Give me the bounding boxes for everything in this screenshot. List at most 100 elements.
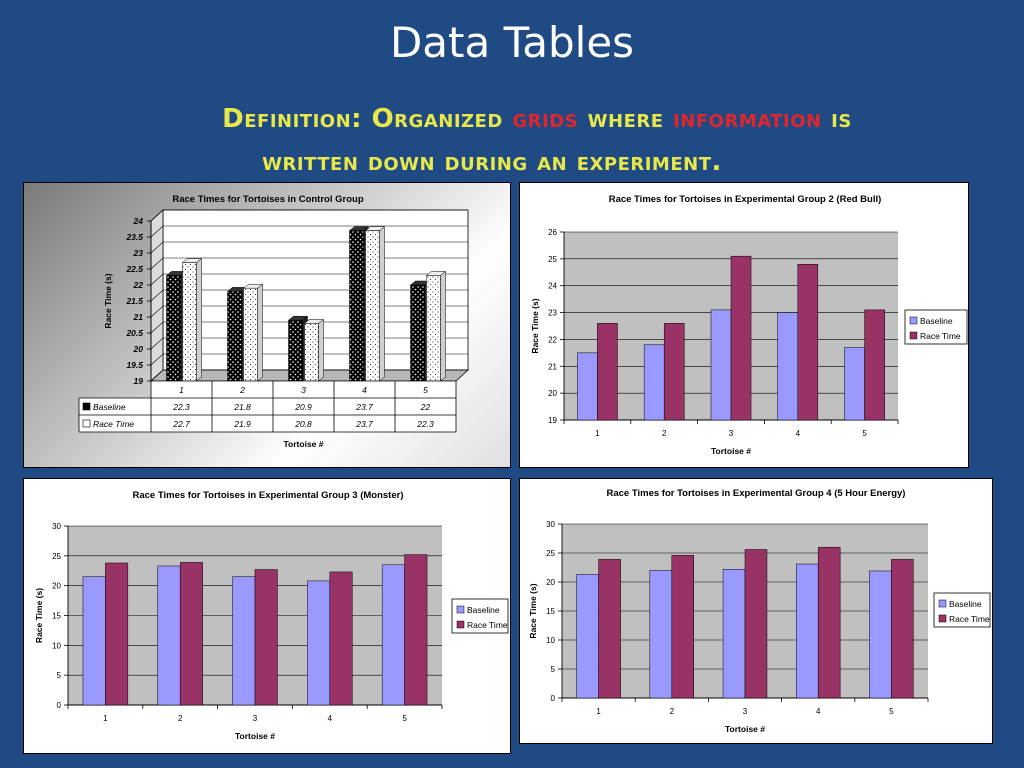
- race-time-bar: [254, 569, 278, 706]
- baseline-bar: [232, 576, 256, 706]
- baseline-bar: [722, 568, 746, 699]
- race-time-bar: [671, 555, 695, 699]
- race-time-bar: [598, 559, 621, 699]
- x-tick-label: 3: [729, 429, 734, 438]
- data-label: 21.9: [233, 419, 251, 429]
- data-label: 20.9: [294, 402, 312, 412]
- legend-entry: Race Time: [920, 331, 961, 341]
- y-tick-label: 20.5: [125, 328, 143, 338]
- race-time-bar: [864, 309, 885, 421]
- race-time-bar-side: [257, 283, 263, 382]
- chart-title: Race Times for Tortoises in Experimental…: [609, 194, 882, 205]
- x-tick-label: 1: [596, 707, 601, 716]
- legend-entry: Baseline: [467, 605, 500, 615]
- y-tick-label: 21.5: [125, 296, 143, 306]
- red-bull-chart: Race Times for Tortoises in Experimental…: [519, 182, 969, 468]
- baseline-bar: [643, 344, 665, 421]
- race-time-bar: [663, 323, 685, 421]
- x-axis-label: Tortoise #: [725, 724, 765, 734]
- y-tick-label: 26: [548, 228, 557, 237]
- y-tick-label: 30: [546, 520, 555, 529]
- legend-entry: Race Time: [93, 419, 134, 429]
- x-tick-label: 2: [239, 385, 245, 395]
- y-tick-label: 5: [551, 665, 556, 674]
- baseline-bar: [577, 352, 598, 421]
- baseline-bar: [166, 275, 181, 382]
- legend-swatch: [938, 614, 947, 623]
- definition-highlight-grids: grids: [512, 104, 579, 134]
- data-label: 21.8: [233, 402, 251, 412]
- gridline: [150, 225, 468, 238]
- x-axis-label: Tortoise #: [235, 731, 275, 741]
- x-tick-label: 2: [178, 714, 183, 723]
- legend-entry: Baseline: [949, 599, 982, 609]
- race-time-bar: [105, 562, 129, 706]
- definition-line-2: written down during an experiment.: [262, 147, 722, 177]
- control-group-chart-svg: Race Times for Tortoises in Control Grou…: [78, 194, 470, 449]
- race-time-bar-side: [379, 226, 385, 382]
- x-tick-label: 5: [402, 714, 407, 723]
- race-time-bar: [730, 255, 752, 421]
- control-group-chart: Race Times for Tortoises in Control Grou…: [23, 182, 511, 468]
- y-tick-label: 20: [546, 578, 555, 587]
- race-time-bar: [182, 262, 197, 382]
- data-label: 22.7: [172, 419, 190, 429]
- y-tick-label: 15: [546, 607, 555, 616]
- chart-title: Race Times for Tortoises in Experimental…: [607, 488, 906, 499]
- monster-chart: Race Times for Tortoises in Experimental…: [23, 478, 511, 754]
- chart-title: Race Times for Tortoises in Control Grou…: [172, 194, 363, 205]
- race-time-bar: [797, 263, 819, 421]
- race-time-bar: [426, 275, 441, 382]
- definition-text-1: Definition: Organized: [222, 104, 513, 134]
- data-label: 20.8: [294, 419, 312, 429]
- race-time-bar: [817, 546, 841, 699]
- x-tick-label: 2: [662, 429, 667, 438]
- chart-title: Race Times for Tortoises in Experimental…: [133, 490, 404, 501]
- y-tick-label: 23: [548, 309, 557, 318]
- data-label: 23.7: [355, 402, 373, 412]
- x-tick-label: 3: [743, 707, 748, 716]
- baseline-bar: [381, 564, 405, 706]
- legend-swatch: [938, 599, 947, 608]
- y-tick-label: 5: [57, 671, 62, 680]
- baseline-bar: [307, 580, 331, 706]
- y-axis-label: Race Time (s): [34, 588, 44, 643]
- red-bull-chart-svg: Race Times for Tortoises in Experimental…: [530, 194, 968, 456]
- baseline-bar: [157, 565, 181, 706]
- baseline-bar: [288, 319, 303, 382]
- y-tick-label: 15: [52, 612, 61, 621]
- baseline-bar: [576, 574, 599, 699]
- y-tick-label: 20: [133, 344, 144, 354]
- x-tick-label: 4: [816, 707, 821, 716]
- baseline-bar: [869, 570, 892, 699]
- legend-entry: Baseline: [920, 316, 953, 326]
- baseline-bar: [777, 312, 799, 421]
- x-tick-label: 3: [253, 714, 258, 723]
- slide-title: Data Tables: [389, 18, 635, 67]
- x-tick-label: 5: [889, 707, 894, 716]
- x-tick-label: 4: [362, 385, 367, 395]
- x-tick-label: 4: [328, 714, 333, 723]
- y-tick-label: 20: [52, 582, 61, 591]
- y-tick-label: 23.5: [125, 232, 143, 242]
- y-tick-label: 21: [133, 312, 144, 322]
- y-tick-label: 22: [133, 280, 144, 290]
- race-time-bar: [329, 571, 353, 706]
- data-table-header: [151, 381, 456, 398]
- legend-swatch: [82, 419, 91, 428]
- five-hour-energy-chart-svg: Race Times for Tortoises in Experimental…: [528, 488, 991, 734]
- race-time-bar: [404, 554, 428, 706]
- race-time-bar-side: [196, 258, 202, 382]
- definition-text-2: where: [578, 104, 674, 134]
- x-tick-label: 3: [301, 385, 306, 395]
- legend-swatch: [456, 620, 465, 629]
- y-tick-label: 22.5: [125, 264, 143, 274]
- race-time-bar: [179, 562, 203, 706]
- y-tick-label: 24: [133, 216, 144, 226]
- y-tick-label: 22: [548, 335, 557, 344]
- race-time-bar: [597, 323, 618, 421]
- legend-entry: Baseline: [93, 402, 126, 412]
- baseline-bar: [710, 309, 732, 421]
- y-tick-label: 20: [548, 389, 557, 398]
- y-tick-label: 30: [52, 522, 61, 531]
